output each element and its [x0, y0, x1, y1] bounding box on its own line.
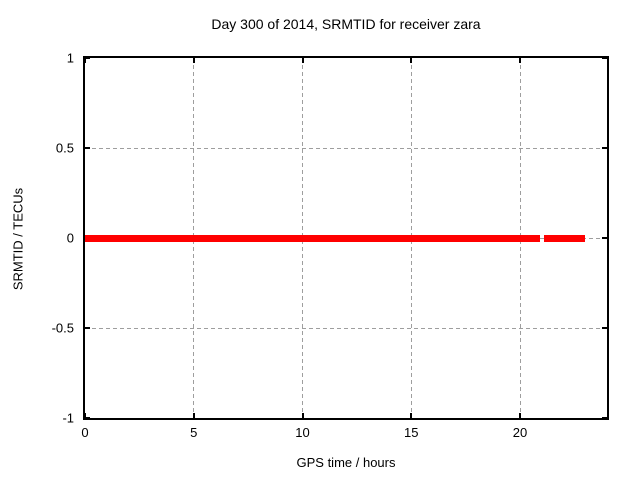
x-tick-label: 15: [404, 425, 419, 440]
y-tick-label: 0.5: [55, 140, 74, 156]
x-tick-bottom: [192, 413, 195, 418]
x-tick-top: [519, 58, 521, 63]
y-tick-left: [85, 327, 90, 329]
y-tick-right: [602, 327, 607, 329]
x-tick-label: 5: [190, 425, 198, 440]
x-tick-label: 10: [295, 425, 310, 440]
chart-title: Day 300 of 2014, SRMTID for receiver zar…: [211, 16, 481, 32]
x-tick-top: [84, 58, 86, 63]
x-tick-bottom: [84, 413, 86, 418]
y-gridline: [85, 327, 607, 329]
y-tick-right: [602, 57, 607, 59]
x-tick-label: 0: [81, 425, 89, 440]
y-axis-label-text: SRMTID / TECUs: [10, 187, 26, 291]
x-axis-label: GPS time / hours: [296, 455, 396, 470]
x-tick-top: [410, 58, 413, 63]
x-tick-top: [192, 58, 195, 63]
plot-area: [83, 56, 609, 420]
y-tick-right: [602, 147, 607, 149]
series-srmtid-segment: [85, 234, 540, 242]
series-srmtid-segment: [543, 234, 586, 242]
y-gridline: [85, 147, 607, 149]
y-tick-left: [85, 147, 90, 149]
y-tick-left: [85, 57, 90, 59]
y-tick-label: 0: [66, 230, 74, 246]
x-tick-bottom: [301, 413, 304, 418]
y-tick-right: [602, 417, 607, 419]
x-tick-top: [301, 58, 304, 63]
y-tick-left: [85, 417, 90, 419]
x-tick-bottom: [410, 413, 413, 418]
y-tick-label: -1: [62, 410, 74, 426]
x-tick-label: 20: [512, 425, 528, 440]
y-tick-right: [602, 237, 607, 239]
y-tick-label: -0.5: [51, 320, 74, 336]
x-tick-bottom: [519, 413, 521, 418]
y-tick-label: 1: [66, 50, 74, 66]
